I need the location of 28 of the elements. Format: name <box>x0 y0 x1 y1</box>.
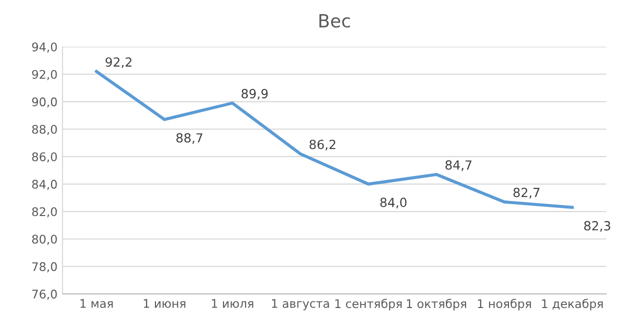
chart-title: Вес <box>319 14 350 28</box>
y-tick-label: 84,0 <box>32 180 57 190</box>
data-label: 92,2 <box>106 57 132 68</box>
y-tick-label: 76,0 <box>32 290 57 300</box>
x-tick-label: 1 ноября <box>478 298 531 310</box>
x-tick-label: 1 июля <box>212 299 254 308</box>
data-label: 82,7 <box>513 188 540 198</box>
x-tick-label: 1 октября <box>406 298 466 310</box>
x-tick-label: 1 декабря <box>542 298 603 310</box>
x-tick-label: 1 июня <box>144 299 186 308</box>
y-tick-label: 78,0 <box>32 262 57 272</box>
y-tick-label: 94,0 <box>32 42 57 53</box>
data-label: 82,3 <box>584 221 610 232</box>
data-label: 89,9 <box>242 88 268 100</box>
y-tick-label: 92,0 <box>32 70 57 80</box>
x-tick-label: 1 августа <box>272 299 329 310</box>
y-tick-label: 80,0 <box>32 234 57 245</box>
y-tick-label: 82,0 <box>32 207 57 218</box>
data-label: 84,7 <box>446 160 472 172</box>
data-label: 86,2 <box>310 140 336 150</box>
y-tick-label: 90,0 <box>32 97 57 108</box>
data-label: 84,0 <box>380 198 406 208</box>
y-tick-label: 88,0 <box>32 124 57 136</box>
data-label: 88,7 <box>176 133 202 144</box>
line-series <box>94 70 574 209</box>
x-tick-label: 1 мая <box>80 299 113 308</box>
y-tick-label: 86,0 <box>32 152 57 162</box>
x-tick-label: 1 сентября <box>335 298 402 310</box>
